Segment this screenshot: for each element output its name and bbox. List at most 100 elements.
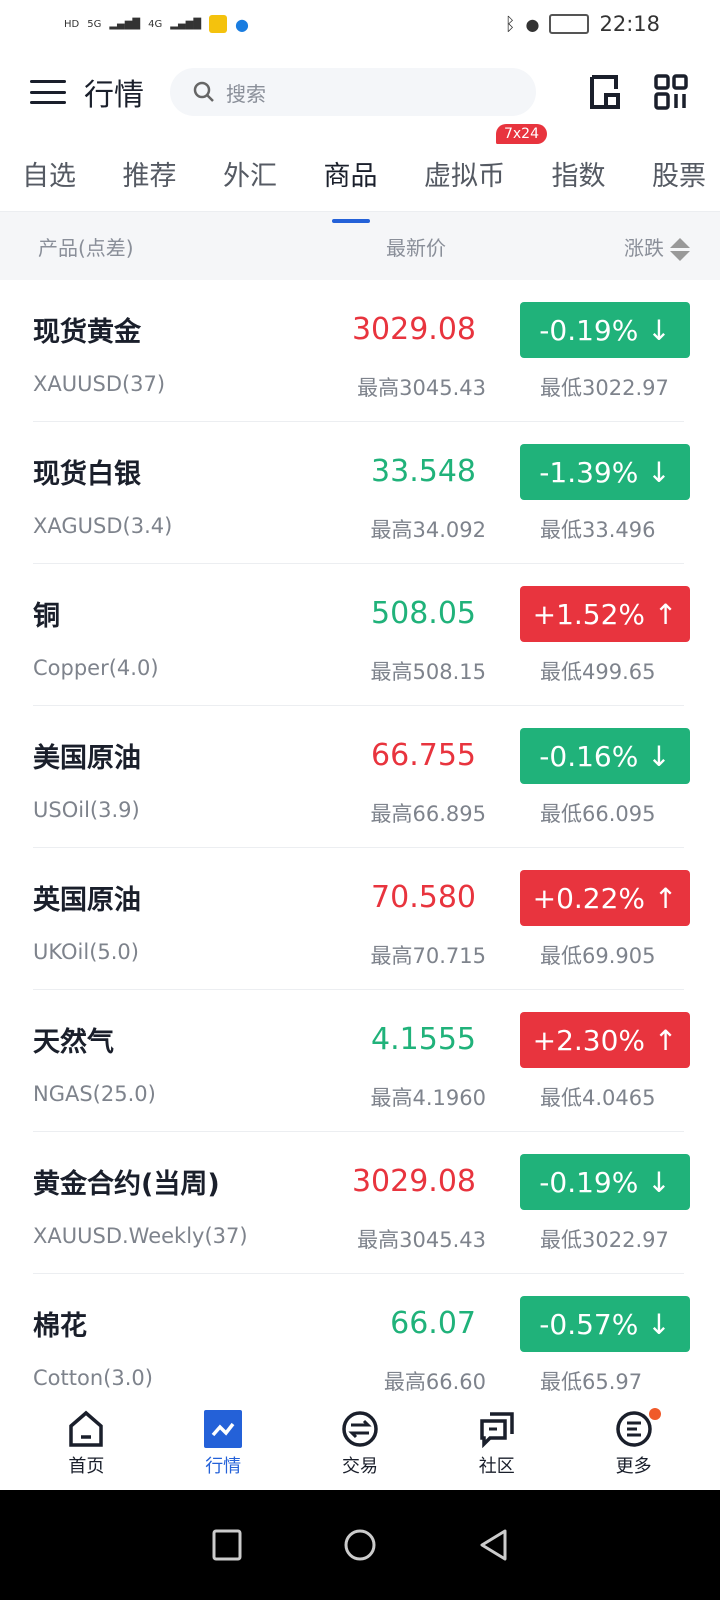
product-code: XAUUSD.Weekly(37) — [33, 1224, 248, 1248]
column-change: 涨跌 — [624, 235, 664, 260]
product-code: XAGUSD(3.4) — [33, 514, 173, 538]
change-badge[interactable]: -0.19% ↓ — [520, 1154, 690, 1210]
quote-row[interactable]: 铜 Copper(4.0) 508.05 最高508.15 +1.52% ↑ 最… — [33, 564, 690, 706]
high-price: 最高66.895 — [370, 802, 486, 826]
window-icon[interactable] — [586, 73, 624, 111]
tab-crypto[interactable]: 虚拟币 7x24 — [424, 124, 547, 193]
product-name: 美国原油 — [33, 743, 141, 774]
nav-label: 交易 — [341, 1456, 378, 1477]
latest-price: 33.548 — [371, 454, 476, 489]
nav-home[interactable]: 首页 — [41, 1398, 131, 1490]
quote-row[interactable]: 现货黄金 XAUUSD(37) 3029.08 最高3045.43 -0.19%… — [33, 280, 690, 422]
tab-watchlist[interactable]: 自选 — [22, 161, 76, 192]
product-name: 现货黄金 — [33, 317, 141, 348]
quote-row[interactable]: 英国原油 UKOil(5.0) 70.580 最高70.715 +0.22% ↑… — [33, 848, 690, 990]
low-price: 最低66.095 — [540, 802, 656, 826]
product-name: 天然气 — [33, 1027, 114, 1058]
location-icon: ● — [525, 14, 540, 34]
header: 行情 搜索 — [0, 48, 720, 136]
hd-icon: HD — [64, 18, 80, 30]
high-price: 最高3045.43 — [357, 376, 486, 400]
change-badge[interactable]: +1.52% ↑ — [520, 586, 690, 642]
change-badge[interactable]: +2.30% ↑ — [520, 1012, 690, 1068]
change-badge[interactable]: -0.19% ↓ — [520, 302, 690, 358]
product-name: 英国原油 — [33, 885, 141, 916]
back-button[interactable] — [477, 1528, 509, 1562]
menu-icon[interactable] — [30, 80, 66, 104]
status-right: ᛒ ● 22:18 — [505, 12, 660, 36]
column-product: 产品(点差) — [38, 235, 134, 260]
low-price: 最低3022.97 — [540, 376, 669, 400]
search-placeholder: 搜索 — [226, 81, 266, 106]
app-notification-icon — [209, 15, 228, 33]
product-name: 铜 — [33, 601, 60, 632]
latest-price: 66.755 — [371, 738, 476, 773]
category-tabs: 自选 推荐 外汇 商品 虚拟币 7x24 指数 股票 — [0, 124, 720, 212]
bluetooth-icon: ᛒ — [504, 13, 516, 35]
product-code: USOil(3.9) — [33, 798, 140, 822]
nav-trade[interactable]: 交易 — [315, 1398, 405, 1490]
column-change-sort[interactable]: 涨跌 — [624, 232, 690, 261]
nav-market[interactable]: 行情 — [178, 1398, 268, 1490]
change-badge[interactable]: -1.39% ↓ — [520, 444, 690, 500]
bottom-nav: 首页 行情 交易 社区 更多 — [0, 1398, 720, 1490]
tab-badge: 7x24 — [495, 124, 547, 144]
chat-icon — [480, 1412, 514, 1448]
product-code: Cotton(3.0) — [33, 1366, 153, 1390]
change-badge[interactable]: -0.57% ↓ — [520, 1296, 690, 1352]
high-price: 最高4.1960 — [370, 1086, 486, 1110]
quote-row[interactable]: 现货白银 XAGUSD(3.4) 33.548 最高34.092 -1.39% … — [33, 422, 690, 564]
status-left: HD 5G ▂▄▆█ 4G ▂▄▆█ ● — [64, 15, 249, 34]
latest-price: 508.05 — [371, 596, 476, 631]
nav-label: 社区 — [478, 1456, 515, 1477]
nav-community[interactable]: 社区 — [452, 1398, 542, 1490]
system-nav-bar — [0, 1490, 720, 1600]
home-button[interactable] — [343, 1528, 377, 1562]
low-price: 最低33.496 — [540, 518, 656, 542]
latest-price: 4.1555 — [371, 1022, 476, 1057]
quote-row[interactable]: 黄金合约(当周) XAUUSD.Weekly(37) 3029.08 最高304… — [33, 1132, 690, 1274]
product-code: Copper(4.0) — [33, 656, 159, 680]
battery-icon — [549, 14, 590, 34]
latest-price: 3029.08 — [351, 1164, 476, 1199]
quote-row[interactable]: 棉花 Cotton(3.0) 66.07 最高66.60 -0.57% ↓ 最低… — [33, 1274, 690, 1416]
more-icon — [615, 1411, 652, 1447]
column-price: 最新价 — [386, 235, 446, 260]
scan-icon[interactable] — [652, 73, 690, 111]
latest-price: 3029.08 — [351, 312, 476, 347]
status-bar: HD 5G ▂▄▆█ 4G ▂▄▆█ ● ᛒ ● 22:18 — [0, 0, 720, 48]
column-header: 产品(点差) 最新价 涨跌 — [0, 212, 720, 280]
tab-crypto-label: 虚拟币 — [424, 161, 505, 192]
tab-commodities[interactable]: 商品 — [324, 154, 378, 193]
low-price: 最低65.97 — [540, 1370, 643, 1394]
chart-icon — [204, 1410, 243, 1448]
tab-indices[interactable]: 指数 — [551, 161, 606, 192]
tab-forex[interactable]: 外汇 — [223, 161, 277, 192]
change-badge[interactable]: +0.22% ↑ — [520, 870, 690, 926]
high-price: 最高3045.43 — [357, 1228, 486, 1252]
high-price: 最高66.60 — [383, 1370, 486, 1394]
product-code: UKOil(5.0) — [33, 940, 139, 964]
tab-recommended[interactable]: 推荐 — [122, 161, 177, 192]
change-badge[interactable]: -0.16% ↓ — [520, 728, 690, 784]
latest-price: 70.580 — [371, 880, 476, 915]
recents-button[interactable] — [211, 1529, 243, 1561]
tab-stocks[interactable]: 股票 — [652, 161, 706, 192]
quote-row[interactable]: 天然气 NGAS(25.0) 4.1555 最高4.1960 +2.30% ↑ … — [33, 990, 690, 1132]
nav-more[interactable]: 更多 — [589, 1398, 679, 1490]
search-input[interactable]: 搜索 — [170, 68, 536, 116]
signal-5g-icon: 5G — [87, 18, 102, 30]
product-name: 现货白银 — [33, 459, 141, 490]
quote-row[interactable]: 美国原油 USOil(3.9) 66.755 最高66.895 -0.16% ↓… — [33, 706, 690, 848]
exchange-icon — [342, 1411, 378, 1447]
product-name: 棉花 — [33, 1311, 87, 1342]
product-name: 黄金合约(当周) — [33, 1169, 220, 1200]
signal-bars-icon: ▂▄▆█ — [170, 18, 202, 30]
search-icon — [193, 81, 214, 102]
low-price: 最低69.905 — [540, 944, 656, 968]
low-price: 最低499.65 — [540, 660, 656, 684]
latest-price: 66.07 — [390, 1306, 476, 1341]
product-code: NGAS(25.0) — [33, 1082, 156, 1106]
sort-icon — [670, 237, 690, 261]
low-price: 最低4.0465 — [540, 1086, 656, 1110]
